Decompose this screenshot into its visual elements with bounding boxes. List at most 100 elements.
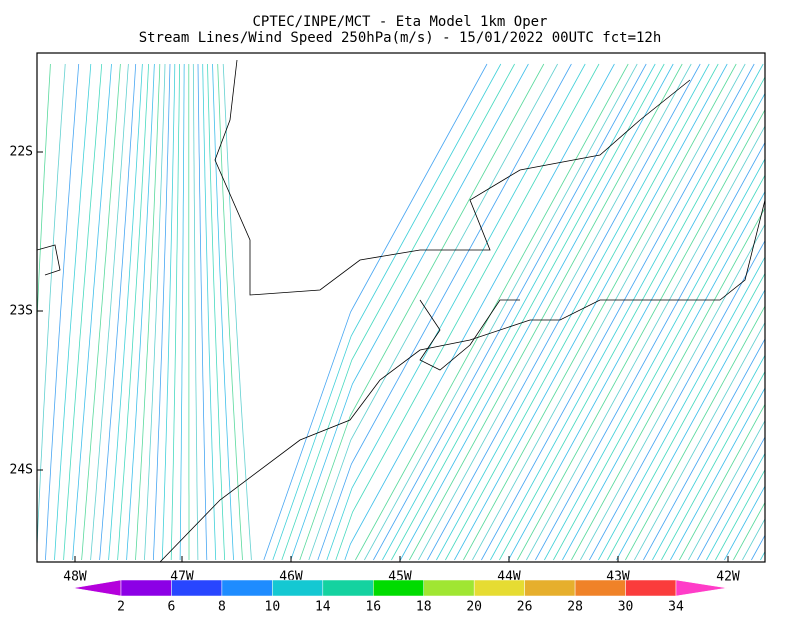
streamline [161,63,176,561]
streamline [463,63,737,561]
colorbar-label: 6 [168,600,176,615]
streamlines [37,63,800,561]
streamline [454,63,728,561]
streamline [706,452,765,561]
colorbar-end [675,579,728,597]
lon-label: 48W [63,570,87,585]
streamline [179,63,185,561]
colorbar-segment [373,579,424,597]
streamline [760,550,765,561]
streamline [769,64,800,560]
streamline [391,63,665,561]
streamline [344,63,615,561]
streamline [499,76,765,561]
streamline [580,223,765,561]
streamline [317,63,572,561]
streamline [778,64,800,560]
streamline [598,256,765,561]
streamline [742,518,765,561]
streamline [212,63,234,561]
colorbar-segment [322,579,374,597]
streamline [697,436,765,561]
streamline [217,63,243,561]
colorbar-segment [120,579,172,597]
streamline [281,63,515,561]
streamline [490,63,764,561]
colorbar-label: 26 [517,600,533,615]
colorbar-label: 34 [668,600,684,615]
colorbar-label: 8 [218,600,226,615]
colorbar-label: 16 [365,600,381,615]
coastline [37,59,765,562]
colorbar-segment [272,579,324,597]
state-border [214,59,691,296]
streamline [272,63,502,561]
streamline [715,468,765,561]
streamline [661,370,765,561]
colorbar-label: 10 [265,600,281,615]
colorbar-label: 20 [466,600,482,615]
streamline [418,63,692,561]
streamline [472,63,746,561]
streamline [553,174,765,561]
streamline [290,63,529,561]
streamline [607,272,765,561]
streamline [616,288,765,561]
colorbar-segment [473,579,525,597]
streamline [634,321,765,561]
streamline [535,141,765,561]
streamline [364,63,638,561]
streamline [508,92,765,561]
streamline [90,63,129,561]
streamline [299,63,545,561]
colorbar-segment [625,579,677,597]
streamline [427,63,701,561]
streamline [625,305,765,561]
streamline [99,63,137,561]
streamline [197,63,208,561]
streamline [445,63,719,561]
streamline [517,108,765,561]
colorbar-label: 14 [315,600,331,615]
state-border [37,244,61,276]
colorbar-label: 30 [618,600,634,615]
streamline [81,63,121,561]
streamline [135,63,161,561]
streamline [308,63,558,561]
streamline [207,63,225,561]
colorbar-segment [423,579,475,597]
streamline [144,63,166,561]
streamline [192,63,199,561]
streamline [571,207,765,561]
streamline [63,63,103,561]
streamline [45,63,80,561]
streamline [688,419,765,561]
streamline [436,63,710,561]
streamline [652,354,765,561]
streamline [54,63,92,561]
streamline [544,158,765,561]
streamline [373,63,647,561]
streamline [526,125,765,561]
streamline [263,63,488,561]
colorbar-label: 18 [416,600,432,615]
streamline [589,239,765,561]
colorbar-segment [574,579,626,597]
colorbar-label: 28 [567,600,583,615]
colorbar-segment [221,579,273,597]
streamline [409,63,683,561]
streamline [202,63,217,561]
streamline [37,63,66,555]
lat-label: 24S [10,463,33,478]
streamline [108,63,143,561]
subtitle: Stream Lines/Wind Speed 250hPa(m/s) - 15… [139,30,662,46]
colorbar-segment [524,579,576,597]
lon-label: 42W [716,570,740,585]
streamline [335,63,600,561]
streamline [382,63,656,561]
lat-label: 22S [10,145,33,160]
title: CPTEC/INPE/MCT - Eta Model 1km Oper [252,14,547,30]
state-border [419,299,520,371]
streamline [326,63,586,561]
